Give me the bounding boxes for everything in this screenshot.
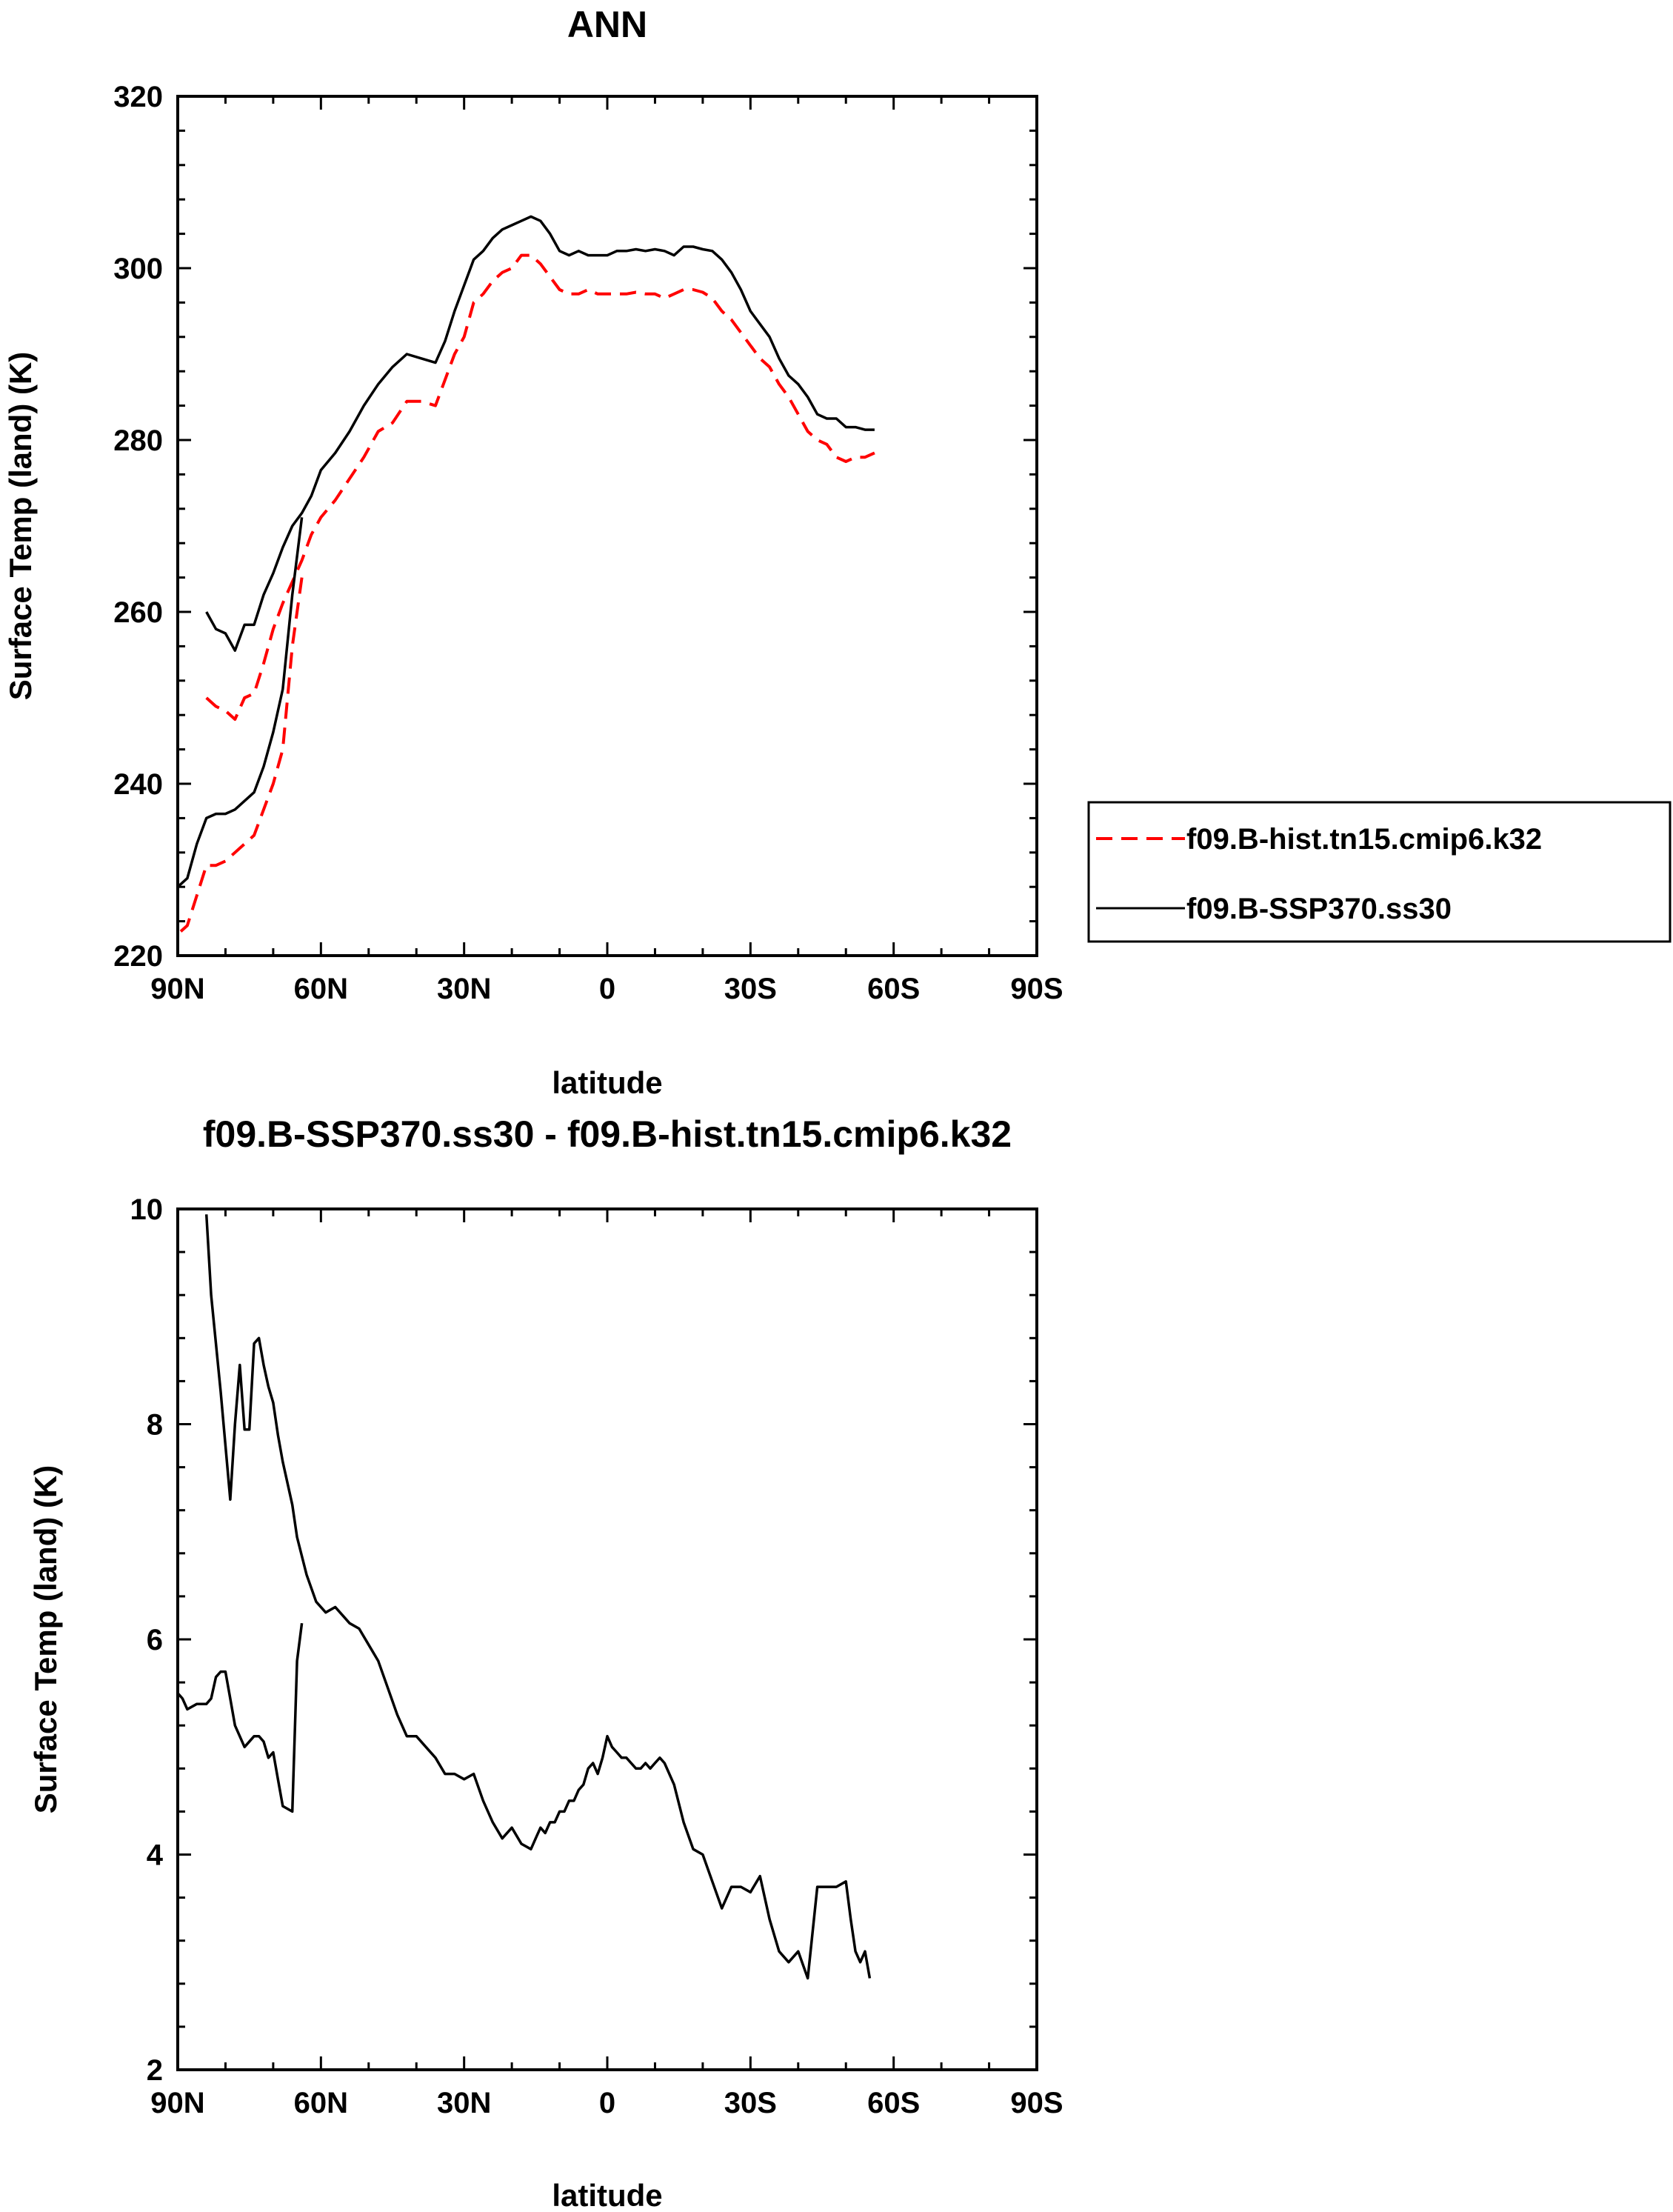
bottom-x-tick-label: 30S (724, 2087, 777, 2119)
top-y-tick-label: 280 (113, 424, 163, 457)
bottom-plot-frame (176, 1207, 1038, 2071)
bottom-series-lines (176, 1214, 872, 1980)
top-x-tick-label: 0 (599, 973, 615, 1005)
bottom-tick-marks (176, 1207, 1038, 2071)
top-y-tick-label: 260 (113, 596, 163, 629)
top-tick-marks (176, 95, 1038, 957)
top-chart-title: ANN (567, 4, 647, 45)
bottom-y-tick-label: 6 (147, 1624, 163, 1656)
top-series-0-line-segment-1 (176, 577, 304, 936)
top-x-axis-label: latitude (552, 1065, 662, 1100)
top-x-tick-label: 30N (437, 973, 491, 1005)
bottom-chart-title: f09.B-SSP370.ss30 - f09.B-hist.tn15.cmip… (203, 1113, 1012, 1155)
top-series-1-line-segment-1 (176, 517, 304, 888)
bottom-panel: f09.B-SSP370.ss30 - f09.B-hist.tn15.cmip… (28, 1113, 1063, 2212)
bottom-x-tick-label: 90S (1010, 2087, 1063, 2119)
bottom-y-tick-labels: 2 4 6 8 10 (130, 1193, 164, 2087)
bottom-series-0-line-segment-1 (176, 1622, 304, 1813)
top-plot-frame (176, 95, 1038, 957)
bottom-x-axis-label: latitude (552, 2178, 662, 2212)
bottom-y-tick-label: 8 (147, 1409, 163, 1442)
legend-label-hist: f09.B-hist.tn15.cmip6.k32 (1186, 823, 1542, 856)
top-y-tick-labels: 220 240 260 280 300 320 (113, 81, 163, 973)
bottom-x-tick-labels: 90N 60N 30N 0 30S 60S 90S (150, 2087, 1063, 2119)
bottom-y-tick-label: 4 (147, 1839, 164, 1872)
top-x-tick-label: 30S (724, 973, 777, 1005)
top-x-tick-labels: 90N 60N 30N 0 30S 60S 90S (150, 973, 1063, 1005)
legend: f09.B-hist.tn15.cmip6.k32 f09.B-SSP370.s… (1087, 801, 1672, 943)
bottom-x-tick-label: 60S (867, 2087, 920, 2119)
top-y-axis-label: Surface Temp (land) (K) (3, 352, 38, 701)
legend-box (1087, 801, 1672, 943)
bottom-x-tick-label: 90N (150, 2087, 204, 2119)
top-y-tick-label: 220 (113, 940, 163, 973)
bottom-series-0-line-segment-0 (204, 1214, 872, 1980)
top-y-tick-label: 240 (113, 768, 163, 801)
bottom-y-tick-label: 10 (130, 1193, 164, 1226)
top-series-lines (176, 215, 875, 936)
top-x-tick-label: 60N (294, 973, 348, 1005)
top-x-tick-label: 60S (867, 973, 920, 1005)
legend-label-ssp370: f09.B-SSP370.ss30 (1186, 893, 1452, 925)
bottom-x-tick-label: 30N (437, 2087, 491, 2119)
top-panel: ANN 90N 60N 30N 0 30S 60S 90S 220 240 26… (3, 4, 1672, 1100)
top-series-1-line-segment-0 (205, 215, 875, 652)
bottom-y-tick-label: 2 (147, 2054, 163, 2087)
bottom-y-axis-label: Surface Temp (land) (K) (28, 1465, 63, 1814)
bottom-x-tick-label: 0 (599, 2087, 615, 2119)
top-x-tick-label: 90S (1010, 973, 1063, 1005)
top-series-0-line-segment-0 (205, 253, 875, 721)
top-y-tick-label: 300 (113, 253, 163, 285)
top-y-tick-label: 320 (113, 81, 163, 113)
top-x-tick-label: 90N (150, 973, 204, 1005)
bottom-x-tick-label: 60N (294, 2087, 348, 2119)
